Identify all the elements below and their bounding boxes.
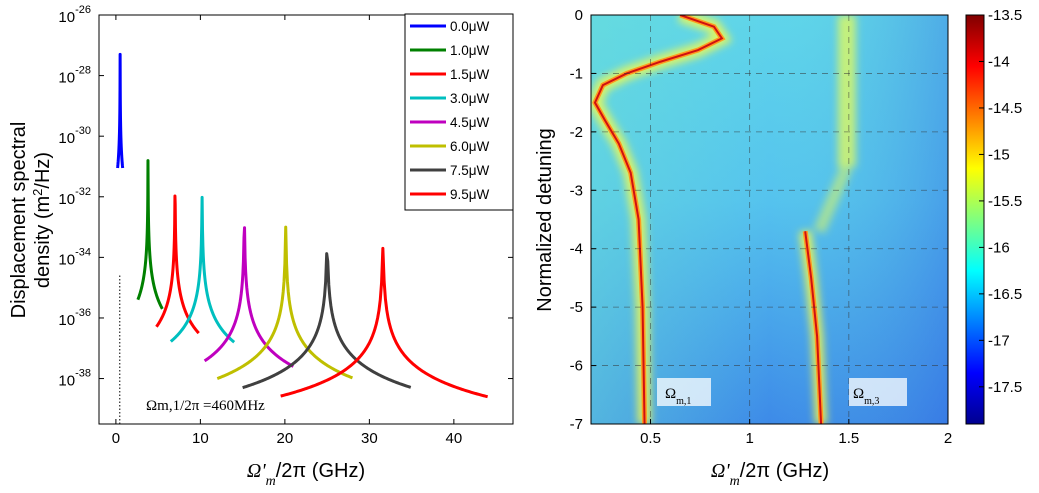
- legend-label: 7.5μW: [450, 163, 490, 178]
- right-y-tick-label: -5: [570, 299, 583, 316]
- left-x-ticks: 0 10 20 30 40: [112, 15, 462, 447]
- right-y-tick-label: -2: [570, 124, 583, 141]
- colorbar-tick-label: -17.5: [988, 379, 1022, 396]
- annotation-label: Ωm,1/2π =460MHz: [146, 398, 265, 414]
- legend-label: 3.0μW: [450, 91, 490, 106]
- right-y-label: Normalized detuning: [534, 128, 556, 311]
- band-mode3-transition: [813, 164, 853, 234]
- legend-label: 1.5μW: [450, 67, 490, 82]
- left-x-tick-label: 10: [192, 430, 209, 447]
- right-chart: 0.5 1 1.5 2 0-1-2-3-4-5-6-7 Ωm,1 Ωm,3 Norma…: [534, 7, 1022, 489]
- right-plot-frame: [590, 14, 949, 425]
- legend-label: 6.0μW: [450, 139, 490, 154]
- left-y-tick-label: 10-34: [58, 246, 91, 268]
- right-x-tick-label: 0.5: [640, 430, 661, 447]
- right-x-ticks: 0.5 1 1.5 2: [640, 419, 952, 447]
- legend-box: [404, 13, 514, 211]
- left-y-tick-label: 10-38: [58, 368, 91, 390]
- right-y-tick-label: -6: [570, 358, 583, 375]
- legend-label: 9.5μW: [450, 187, 490, 202]
- legend-label: 0.0μW: [450, 19, 490, 34]
- left-chart: 0 10 20 30 40 10-26 10-28 10-30 10-32 10-34 10-36…: [8, 4, 514, 489]
- right-y-ticks: 0 -1 -2 -3 -4 -5 -6 -7: [570, 7, 596, 433]
- right-x-tick-label: 1: [745, 430, 753, 447]
- legend: 0.0μW 1.0μW 1.5μW 3.0μW 4.5μW 6.0μW 7.5μW 9.5μW: [404, 13, 514, 211]
- right-x-tick-label: 1.5: [838, 430, 859, 447]
- left-y-ticks: 10-26 10-28 10-30 10-32 10-34 10-36 10-38: [58, 4, 513, 390]
- right-y-tick-label: -3: [570, 182, 583, 199]
- right-y-tick-label: -7: [570, 416, 583, 433]
- left-x-tick-label: 40: [446, 430, 463, 447]
- series-line-4: [203, 226, 295, 368]
- right-y-tick-label: -1: [570, 65, 583, 82]
- left-x-label: Ω'm/2π (GHz): [247, 460, 365, 489]
- series-line-5: [216, 225, 354, 380]
- heatmap: [591, 15, 948, 424]
- right-x-tick-label: 2: [944, 430, 952, 447]
- colorbar-tick-label: -14.5: [988, 100, 1022, 117]
- series-line-3: [169, 195, 236, 344]
- colorbar-tick-label: -16.5: [988, 286, 1022, 303]
- legend-label: 4.5μW: [450, 115, 490, 130]
- ridge-mode1: [593, 15, 724, 424]
- colorbar-tick-label: -14: [988, 53, 1010, 70]
- left-y-tick-label: 10-26: [58, 4, 91, 26]
- left-y-tick-label: 10-30: [58, 125, 91, 147]
- series-line-1: [136, 159, 164, 311]
- right-y-tick-label: -4: [570, 241, 583, 258]
- left-y-tick-label: 10-36: [58, 307, 91, 329]
- series-line-6: [242, 252, 412, 390]
- series-line-0: [116, 52, 125, 170]
- right-x-label: Ω'm/2π (GHz): [711, 460, 829, 489]
- right-y-tick-label: 0: [575, 7, 583, 24]
- left-y-label-line2: density (m2/Hz): [30, 152, 55, 288]
- annotation-box-mode3: [849, 378, 907, 406]
- colorbar-tick-label: -17: [988, 332, 1010, 349]
- colorbar-tick-label: -16: [988, 239, 1010, 256]
- colorbar-tick-label: -13.5: [988, 7, 1022, 24]
- heatmap-grid: [591, 15, 948, 424]
- colorbar: [965, 14, 985, 425]
- legend-label: 1.0μW: [450, 43, 490, 58]
- left-x-tick-label: 30: [361, 430, 378, 447]
- left-x-tick-label: 20: [277, 430, 294, 447]
- left-y-tick-label: 10-32: [58, 186, 91, 208]
- annotation-box-mode1: [657, 378, 711, 406]
- left-y-tick-label: 10-28: [58, 65, 91, 87]
- colorbar-ticks: -13.5 -14 -14.5 -15 -15.5 -16 -16.5 -17 -17.5: [979, 7, 1022, 396]
- colorbar-tick-label: -15.5: [988, 193, 1022, 210]
- colorbar-tick-label: -15: [988, 146, 1010, 163]
- left-x-tick-label: 0: [112, 430, 120, 447]
- left-y-label-line1: Displacement spectral: [8, 122, 30, 319]
- series-line-2: [155, 194, 200, 335]
- left-curves: [116, 52, 489, 399]
- series-line-7: [280, 246, 489, 399]
